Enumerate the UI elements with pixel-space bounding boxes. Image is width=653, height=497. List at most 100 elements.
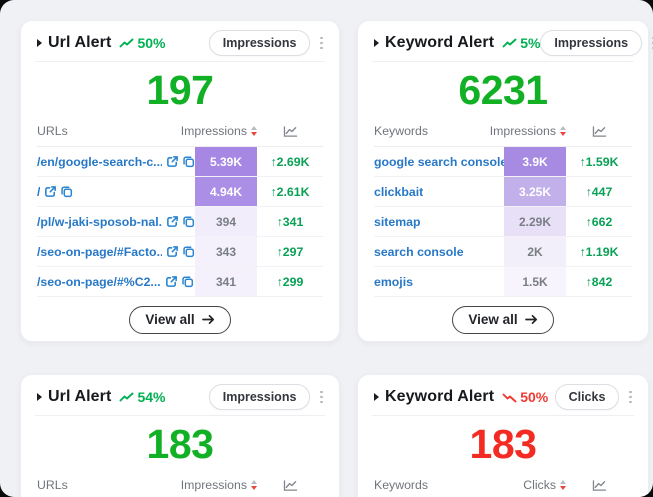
view-all-label: View all [468,312,518,327]
arrow-right-icon [524,314,537,325]
change-value-cell: ↑1.19K [579,244,619,259]
change-value-cell: ↑341 [276,214,304,229]
trend-indicator: 5% [502,35,540,51]
collapse-arrow-icon[interactable] [37,393,42,401]
change-value-cell: ↑2.69K [270,154,310,169]
table-body: google search console 3.9K ↑1.59K clickb… [374,147,632,297]
chart-toggle-button[interactable] [283,479,298,492]
table-row: /seo-on-page/#Facto... 343 ↑297 [37,237,323,267]
table-header-row: Keywords Impressions [374,116,632,147]
column-header-name: URLs [37,478,68,492]
url-link[interactable]: /en/google-search-c... [37,154,162,169]
view-all-button[interactable]: View all [129,306,231,334]
trend-up-icon [119,392,134,401]
metric-value-cell: 3.25K [504,177,566,206]
alert-total-value: 183 [146,421,214,467]
collapse-arrow-icon[interactable] [374,393,379,401]
chart-toggle-button[interactable] [592,479,607,492]
kebab-menu-button[interactable] [318,388,325,407]
chart-toggle-button[interactable] [283,125,298,138]
copy-icon[interactable] [181,275,194,288]
metric-value-cell: 394 [195,207,257,236]
keyword-link[interactable]: emojis [374,274,413,289]
collapse-arrow-icon[interactable] [374,39,379,47]
change-value-cell: ↑299 [276,274,304,289]
trend-down-icon [502,393,517,402]
external-link-icon[interactable] [165,275,178,288]
table-header-row: URLs Impressions [37,116,323,147]
external-link-icon[interactable] [166,245,179,258]
external-link-icon[interactable] [166,155,179,168]
metric-filter-button[interactable]: Impressions [208,384,311,410]
sort-button[interactable] [251,126,257,136]
change-value-cell: ↑2.61K [270,184,310,199]
header-divider [35,415,325,416]
table-row: clickbait 3.25K ↑447 [374,177,632,207]
metric-filter-button[interactable]: Clicks [554,384,620,410]
change-value-cell: ↑297 [276,244,304,259]
column-header-metric: Impressions [489,124,556,138]
table-row: emojis 1.5K ↑842 [374,267,632,297]
alert-card: Url Alert 50% Impressions 197 URLs Impre… [20,20,340,342]
keyword-link[interactable]: sitemap [374,214,421,229]
change-value-cell: ↑1.59K [579,154,619,169]
keyword-link[interactable]: search console [374,244,464,259]
kebab-menu-button[interactable] [318,34,325,53]
trend-percent: 50% [137,35,166,51]
alert-card: Url Alert 54% Impressions 183 URLs Impre… [20,374,340,497]
table-row: search console 2K ↑1.19K [374,237,632,267]
alert-total-value: 197 [146,67,214,113]
metric-filter-button[interactable]: Impressions [208,30,311,56]
url-link[interactable]: /seo-on-page/#%C2... [37,274,161,289]
column-header-metric: Clicks [523,478,556,492]
trend-indicator: 54% [119,389,165,405]
card-header: Keyword Alert 50% Clicks [358,375,648,415]
keyword-link[interactable]: google search console [374,154,504,169]
metric-value-cell: 2K [504,237,566,266]
keyword-link[interactable]: clickbait [374,184,424,199]
url-link[interactable]: /seo-on-page/#Facto... [37,244,162,259]
trend-percent: 50% [520,389,549,405]
view-all-button[interactable]: View all [452,306,554,334]
table-body: /en/google-search-c... 5.39K ↑2.69K / [37,147,323,297]
copy-icon[interactable] [60,185,73,198]
sort-button[interactable] [251,480,257,490]
chart-toggle-button[interactable] [592,125,607,138]
table-row: sitemap 2.29K ↑662 [374,207,632,237]
copy-icon[interactable] [182,245,195,258]
metric-value-cell: 3.9K [504,147,566,176]
change-value-cell: ↑662 [585,214,613,229]
alert-table: URLs Impressions [37,470,323,497]
metric-value-cell: 5.39K [195,147,257,176]
metric-filter-button[interactable]: Impressions [540,30,643,56]
table-row: /en/google-search-c... 5.39K ↑2.69K [37,147,323,177]
card-header: Url Alert 54% Impressions [21,375,339,415]
external-link-icon[interactable] [166,215,179,228]
trend-indicator: 50% [502,389,548,405]
trend-up-icon [119,38,134,47]
table-row: / 4.94K ↑2.61K [37,177,323,207]
copy-icon[interactable] [182,215,195,228]
sort-button[interactable] [560,126,566,136]
trend-percent: 5% [520,35,541,51]
external-link-icon[interactable] [44,185,57,198]
trend-up-icon [502,38,517,47]
kebab-menu-button[interactable] [627,388,634,407]
collapse-arrow-icon[interactable] [37,39,42,47]
card-header: Url Alert 50% Impressions [21,21,339,61]
copy-icon[interactable] [182,155,195,168]
url-link[interactable]: /pl/w-jaki-sposob-nal... [37,214,162,229]
metric-value-cell: 341 [195,267,257,296]
arrow-right-icon [201,314,214,325]
column-header-name: URLs [37,124,68,138]
alert-table: Keywords Impressions google search co [374,116,632,297]
header-divider [372,415,634,416]
url-link[interactable]: / [37,184,41,199]
table-row: /seo-on-page/#%C2... 341 ↑299 [37,267,323,297]
column-header-metric: Impressions [180,478,247,492]
card-header: Keyword Alert 5% Impressions [358,21,653,61]
view-all-label: View all [145,312,195,327]
sort-button[interactable] [560,480,566,490]
table-row: google search console 3.9K ↑1.59K [374,147,632,177]
